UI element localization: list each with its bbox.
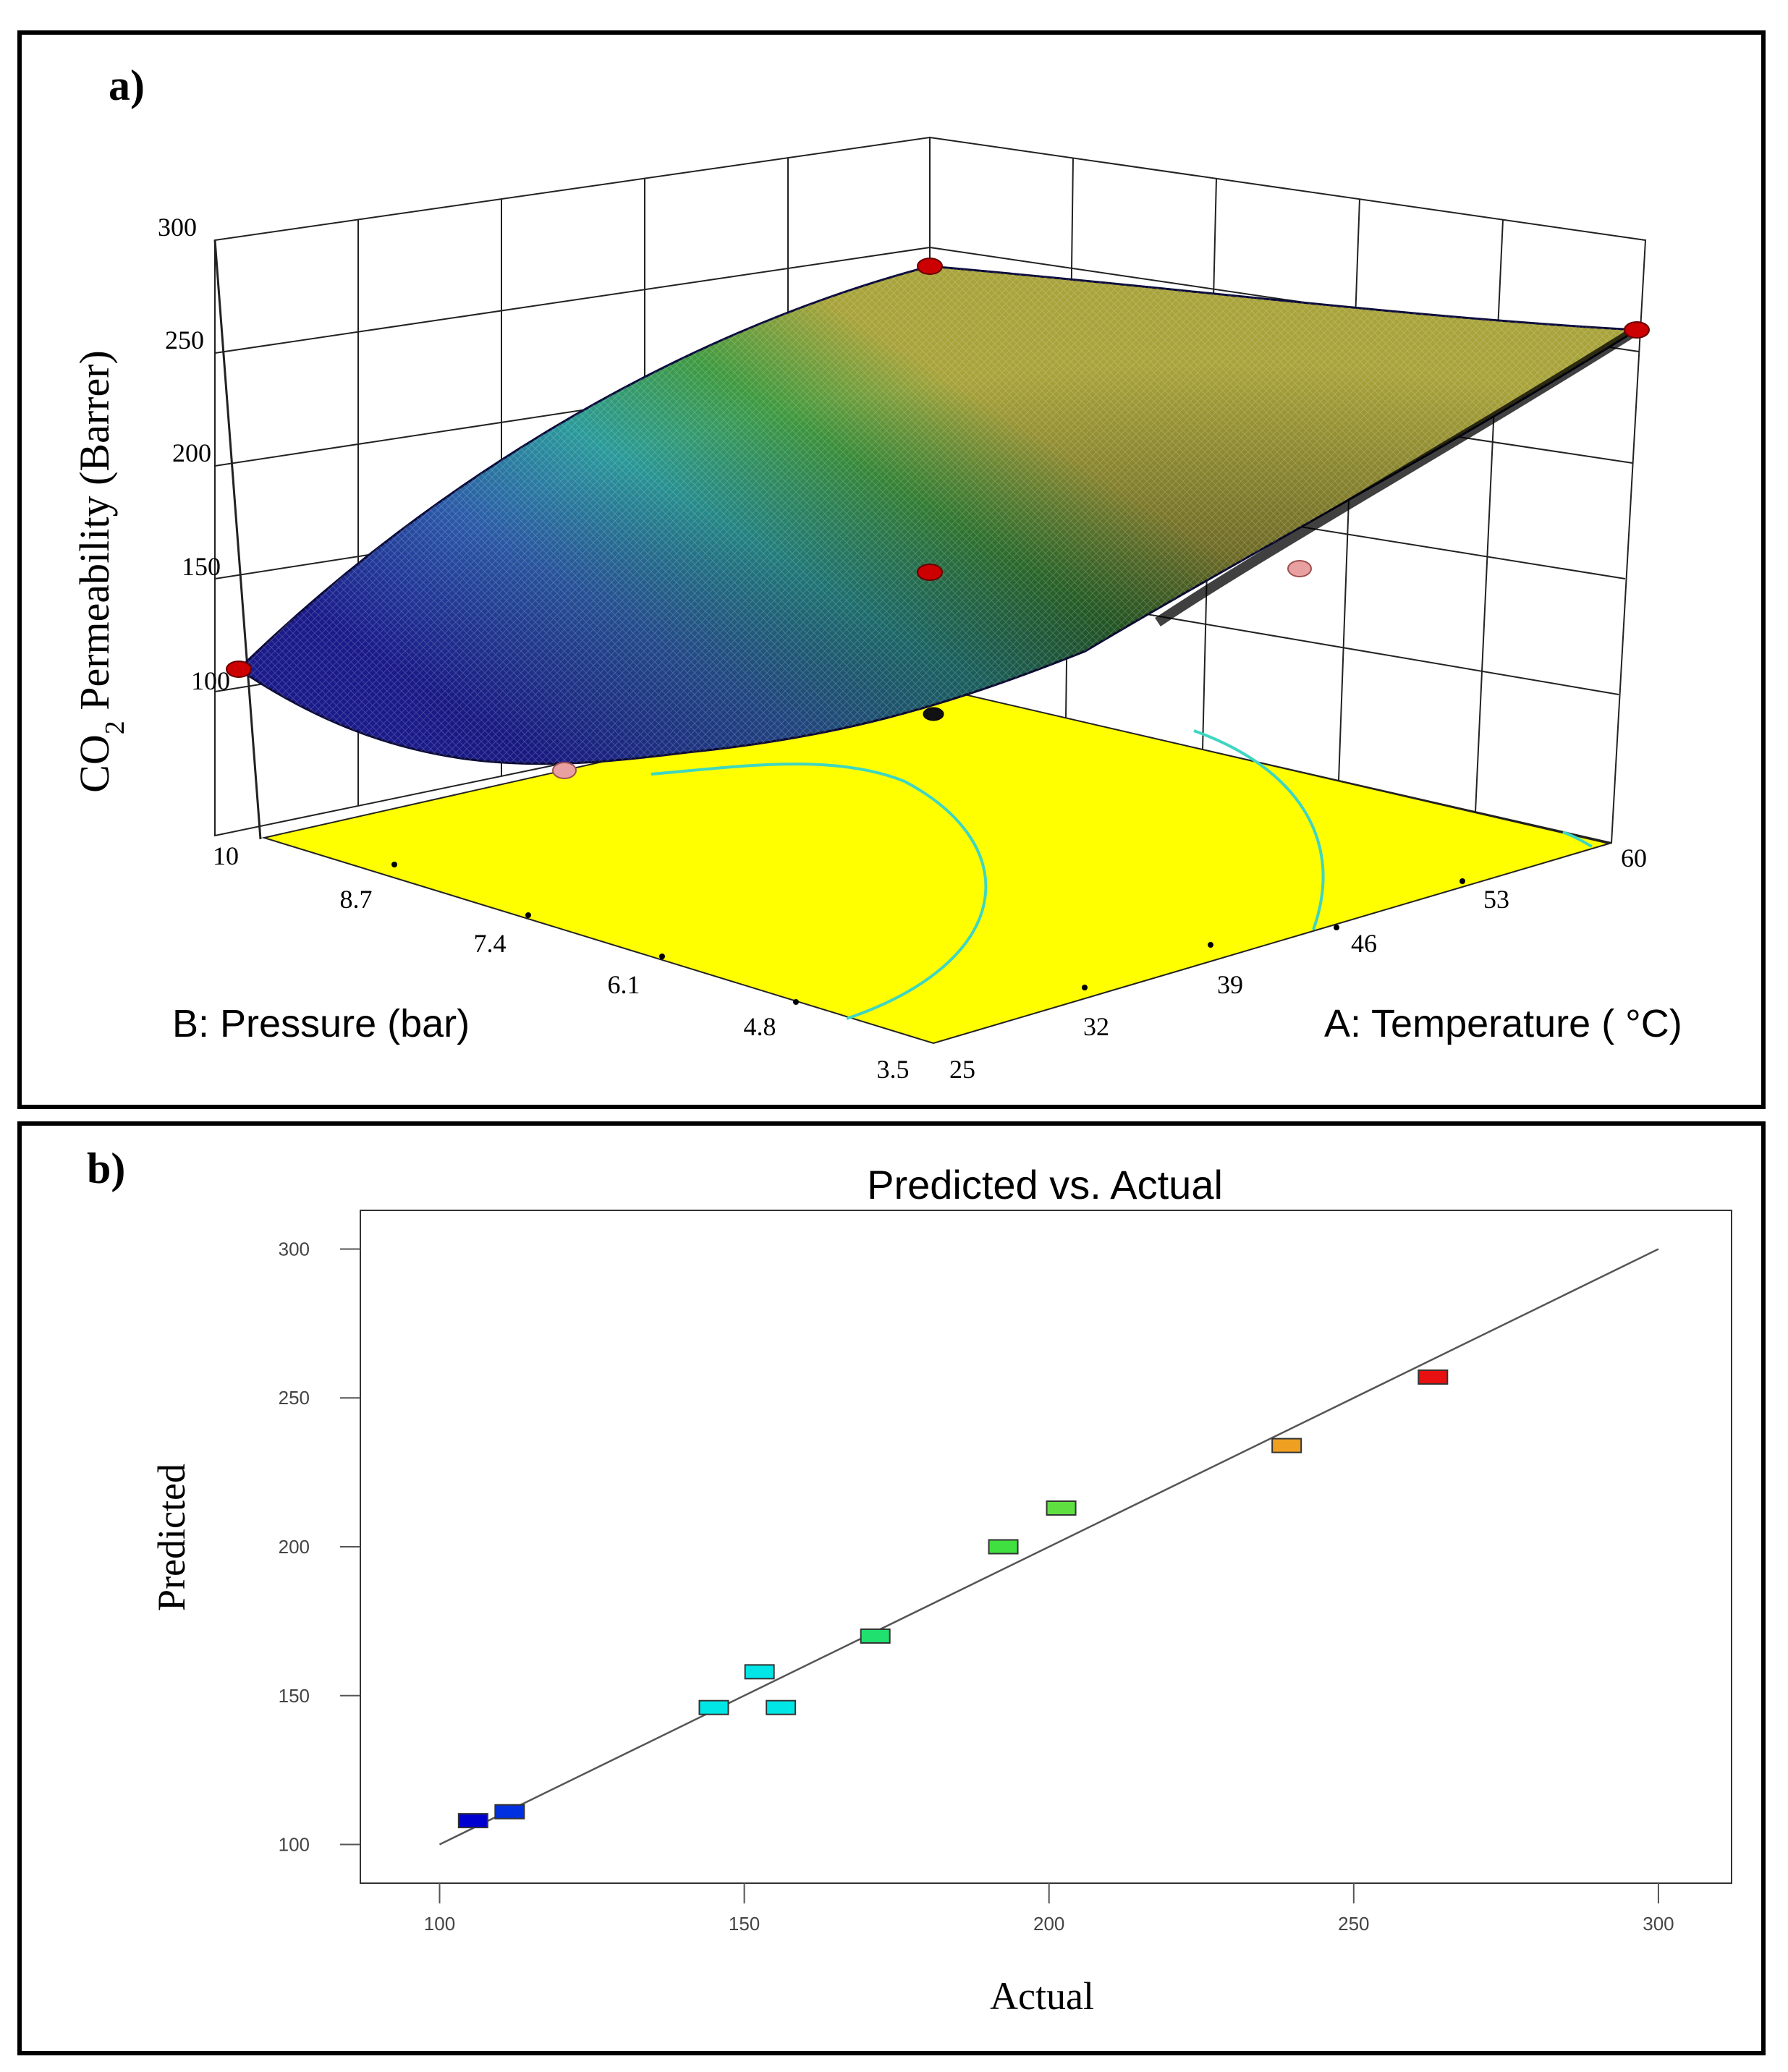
- pressure-axis-label: B: Pressure (bar): [172, 1002, 470, 1045]
- x-tick-label: 100: [424, 1913, 455, 1935]
- z-tick-labels: 300 250 200 150 100: [158, 213, 230, 695]
- floor-contour-3: [1562, 831, 1593, 848]
- panel-b: b) Predicted vs. Actual 100150200250300 …: [17, 1121, 1766, 2055]
- temperature-axis-label: A: Temperature ( °C): [1324, 1002, 1682, 1045]
- scatter-point: [1046, 1500, 1077, 1516]
- y-axis-ticks: 100 150 200 250 300: [279, 1238, 360, 1856]
- z-axis-label-rest: Permeability (Barrer): [71, 350, 118, 721]
- pressure-tick-label: 6.1: [608, 970, 640, 999]
- scatter-point: [698, 1699, 729, 1715]
- design-point: [226, 661, 252, 678]
- scatter-point: [494, 1804, 525, 1820]
- temperature-tick-labels: 25 32 39 46 53 60: [949, 844, 1647, 1084]
- temperature-tick-label: 39: [1217, 970, 1243, 999]
- z-tick-label: 250: [165, 326, 204, 354]
- scatter-point: [766, 1699, 797, 1715]
- x-tick-label: 250: [1338, 1913, 1369, 1935]
- panel-a: a): [17, 30, 1766, 1109]
- z-axis-label: CO2 Permeability (Barrer): [71, 350, 130, 793]
- pressure-tick-label: 8.7: [340, 885, 373, 914]
- surface-front-edge: [1155, 326, 1640, 627]
- temperature-tick-label: 60: [1621, 844, 1647, 872]
- y-tick-label: 300: [279, 1238, 310, 1260]
- surface-mesh: [239, 266, 1637, 764]
- x-tick-label: 150: [729, 1913, 760, 1935]
- scatter-point: [988, 1539, 1019, 1555]
- z-tick-label: 150: [182, 552, 221, 581]
- scatter-point: [1271, 1438, 1302, 1453]
- z-axis-label-main: CO: [71, 734, 118, 793]
- design-point: [917, 258, 943, 275]
- scatter-point: [860, 1628, 891, 1644]
- z-tick-label: 300: [158, 213, 197, 242]
- design-point: [1624, 321, 1650, 339]
- design-point: [552, 762, 577, 779]
- pressure-tick-label: 3.5: [877, 1055, 910, 1084]
- design-points: [226, 258, 1650, 779]
- y-tick-label: 200: [279, 1536, 310, 1558]
- x-tick-label: 200: [1033, 1913, 1064, 1935]
- z-tick-label: 200: [172, 438, 211, 467]
- floor-contour-2: [1193, 729, 1325, 930]
- x-axis-ticks: 100 150 200 250 300: [424, 1883, 1674, 1935]
- temperature-tick-label: 53: [1483, 885, 1509, 914]
- pressure-tick-label: 4.8: [744, 1012, 776, 1041]
- z-axis: [213, 239, 262, 840]
- temperature-tick-label: 32: [1083, 1012, 1109, 1041]
- chart-title: Predicted vs. Actual: [867, 1162, 1223, 1207]
- y-tick-label: 100: [279, 1834, 310, 1856]
- z-axis-label-sub: 2: [100, 721, 130, 734]
- temperature-tick-label: 46: [1351, 929, 1377, 958]
- scatter-point: [457, 1813, 488, 1829]
- panel-a-label: a): [109, 61, 145, 109]
- pressure-tick-labels: 10 8.7 7.4 6.1 4.8 3.5: [213, 841, 910, 1084]
- scatter-points: [457, 1369, 1449, 1829]
- design-point: [1287, 560, 1312, 577]
- floor-contour-1: [651, 763, 988, 1020]
- x-axis-label: Actual: [990, 1974, 1094, 2018]
- x-tick-label: 300: [1643, 1913, 1674, 1935]
- scatter-point: [1418, 1369, 1449, 1385]
- floor-ticks: [391, 862, 1465, 1005]
- pressure-tick-label: 7.4: [474, 929, 507, 958]
- z-tick-label: 100: [191, 666, 230, 695]
- y-axis-label: Predicted: [150, 1464, 193, 1611]
- pressure-tick-label: 10: [213, 841, 239, 870]
- temperature-tick-label: 25: [949, 1055, 975, 1084]
- scatter-point: [744, 1664, 775, 1680]
- design-point: [923, 707, 944, 721]
- y-tick-label: 250: [279, 1387, 310, 1409]
- y-tick-label: 150: [279, 1685, 310, 1707]
- panel-b-label: b): [87, 1145, 125, 1192]
- reference-line: [438, 1248, 1659, 1846]
- design-point: [917, 564, 943, 581]
